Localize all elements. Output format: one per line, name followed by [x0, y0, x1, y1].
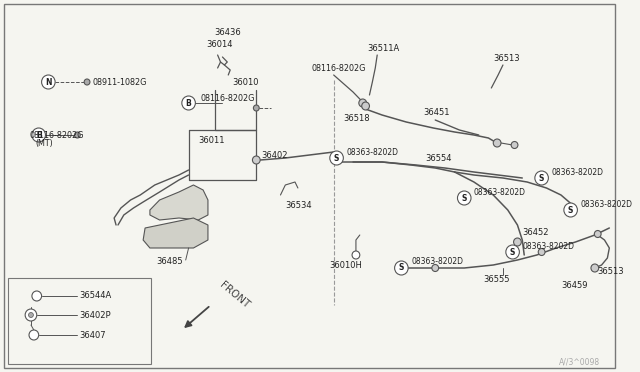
- Text: 08116-8202G: 08116-8202G: [312, 64, 366, 73]
- Circle shape: [535, 171, 548, 185]
- Text: S: S: [399, 263, 404, 273]
- Text: 36011: 36011: [198, 135, 225, 144]
- Text: 36402P: 36402P: [79, 311, 111, 320]
- Text: 36407: 36407: [79, 330, 106, 340]
- Text: 08116-8202G: 08116-8202G: [29, 131, 83, 140]
- Text: 36544A: 36544A: [79, 292, 111, 301]
- Polygon shape: [150, 185, 208, 220]
- Text: 36459: 36459: [561, 280, 588, 289]
- Text: 08363-8202D: 08363-8202D: [551, 167, 604, 176]
- Text: S: S: [510, 247, 515, 257]
- Circle shape: [252, 156, 260, 164]
- Text: S: S: [568, 205, 573, 215]
- Text: 36485: 36485: [156, 257, 182, 266]
- Text: 36452: 36452: [522, 228, 548, 237]
- Text: A//3^0098: A//3^0098: [559, 357, 600, 366]
- Circle shape: [362, 102, 369, 110]
- Text: B: B: [186, 99, 191, 108]
- Circle shape: [564, 203, 577, 217]
- Circle shape: [506, 245, 520, 259]
- Circle shape: [42, 75, 55, 89]
- Text: S: S: [334, 154, 339, 163]
- Text: 36436: 36436: [214, 28, 241, 36]
- Circle shape: [84, 79, 90, 85]
- Text: 36402: 36402: [261, 151, 287, 160]
- Text: B: B: [36, 131, 42, 140]
- Text: (MT): (MT): [36, 138, 54, 148]
- Text: 08363-8202D: 08363-8202D: [411, 257, 463, 266]
- Text: N: N: [45, 77, 52, 87]
- Circle shape: [253, 105, 259, 111]
- Circle shape: [74, 132, 80, 138]
- FancyBboxPatch shape: [8, 278, 151, 364]
- Polygon shape: [143, 218, 208, 248]
- Text: 08363-8202D: 08363-8202D: [346, 148, 398, 157]
- Text: 08363-8202D: 08363-8202D: [522, 241, 574, 250]
- Text: 36513: 36513: [598, 267, 625, 276]
- Circle shape: [352, 251, 360, 259]
- Circle shape: [29, 312, 33, 317]
- Circle shape: [595, 231, 601, 237]
- Circle shape: [591, 264, 598, 272]
- Circle shape: [25, 309, 36, 321]
- Text: FRONT: FRONT: [218, 280, 251, 310]
- Text: 08363-8202D: 08363-8202D: [580, 199, 632, 208]
- Circle shape: [538, 248, 545, 256]
- Circle shape: [511, 141, 518, 148]
- FancyBboxPatch shape: [4, 4, 615, 368]
- Text: 36451: 36451: [424, 108, 450, 116]
- Circle shape: [513, 238, 522, 246]
- Circle shape: [432, 264, 438, 272]
- Text: 36554: 36554: [426, 154, 452, 163]
- Text: 08116-8202G: 08116-8202G: [200, 93, 255, 103]
- Circle shape: [395, 261, 408, 275]
- Circle shape: [29, 330, 38, 340]
- Text: 08363-8202D: 08363-8202D: [474, 187, 526, 196]
- Circle shape: [32, 128, 45, 142]
- Circle shape: [493, 139, 501, 147]
- Text: 36534: 36534: [285, 201, 312, 209]
- Circle shape: [330, 151, 343, 165]
- Text: 36010: 36010: [232, 77, 259, 87]
- Text: 36555: 36555: [484, 276, 510, 285]
- Circle shape: [32, 291, 42, 301]
- Text: 36518: 36518: [343, 113, 370, 122]
- Text: 36511A: 36511A: [367, 44, 400, 52]
- Text: 36513: 36513: [493, 54, 520, 62]
- Text: S: S: [539, 173, 544, 183]
- Text: S: S: [461, 193, 467, 202]
- Text: 08911-1082G: 08911-1082G: [93, 77, 147, 87]
- Circle shape: [458, 191, 471, 205]
- Text: 36010H: 36010H: [329, 260, 362, 269]
- Circle shape: [359, 99, 367, 107]
- Text: 36014: 36014: [206, 39, 232, 48]
- Circle shape: [182, 96, 195, 110]
